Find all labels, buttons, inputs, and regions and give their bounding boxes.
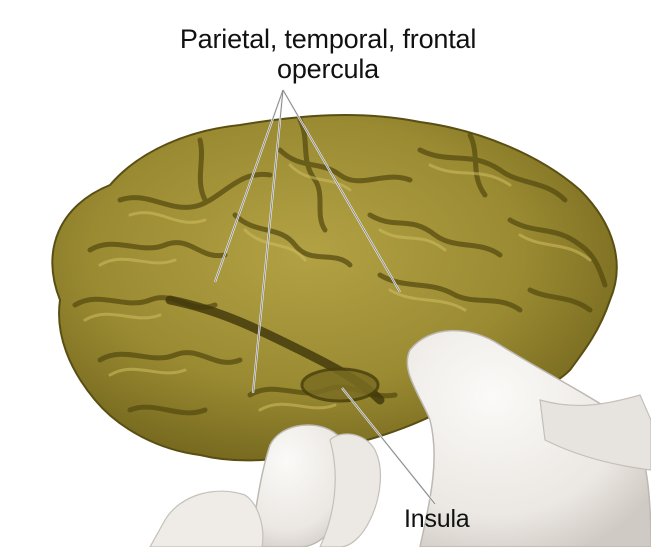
opercula-label-line-1: Parietal, temporal, frontal [179,24,477,54]
insula-label: Insula [404,505,470,533]
opercula-label-line-2: opercula [277,54,379,84]
gloved-hand [149,329,651,547]
opercula-label: Parietal, temporal, frontal opercula [118,24,538,84]
